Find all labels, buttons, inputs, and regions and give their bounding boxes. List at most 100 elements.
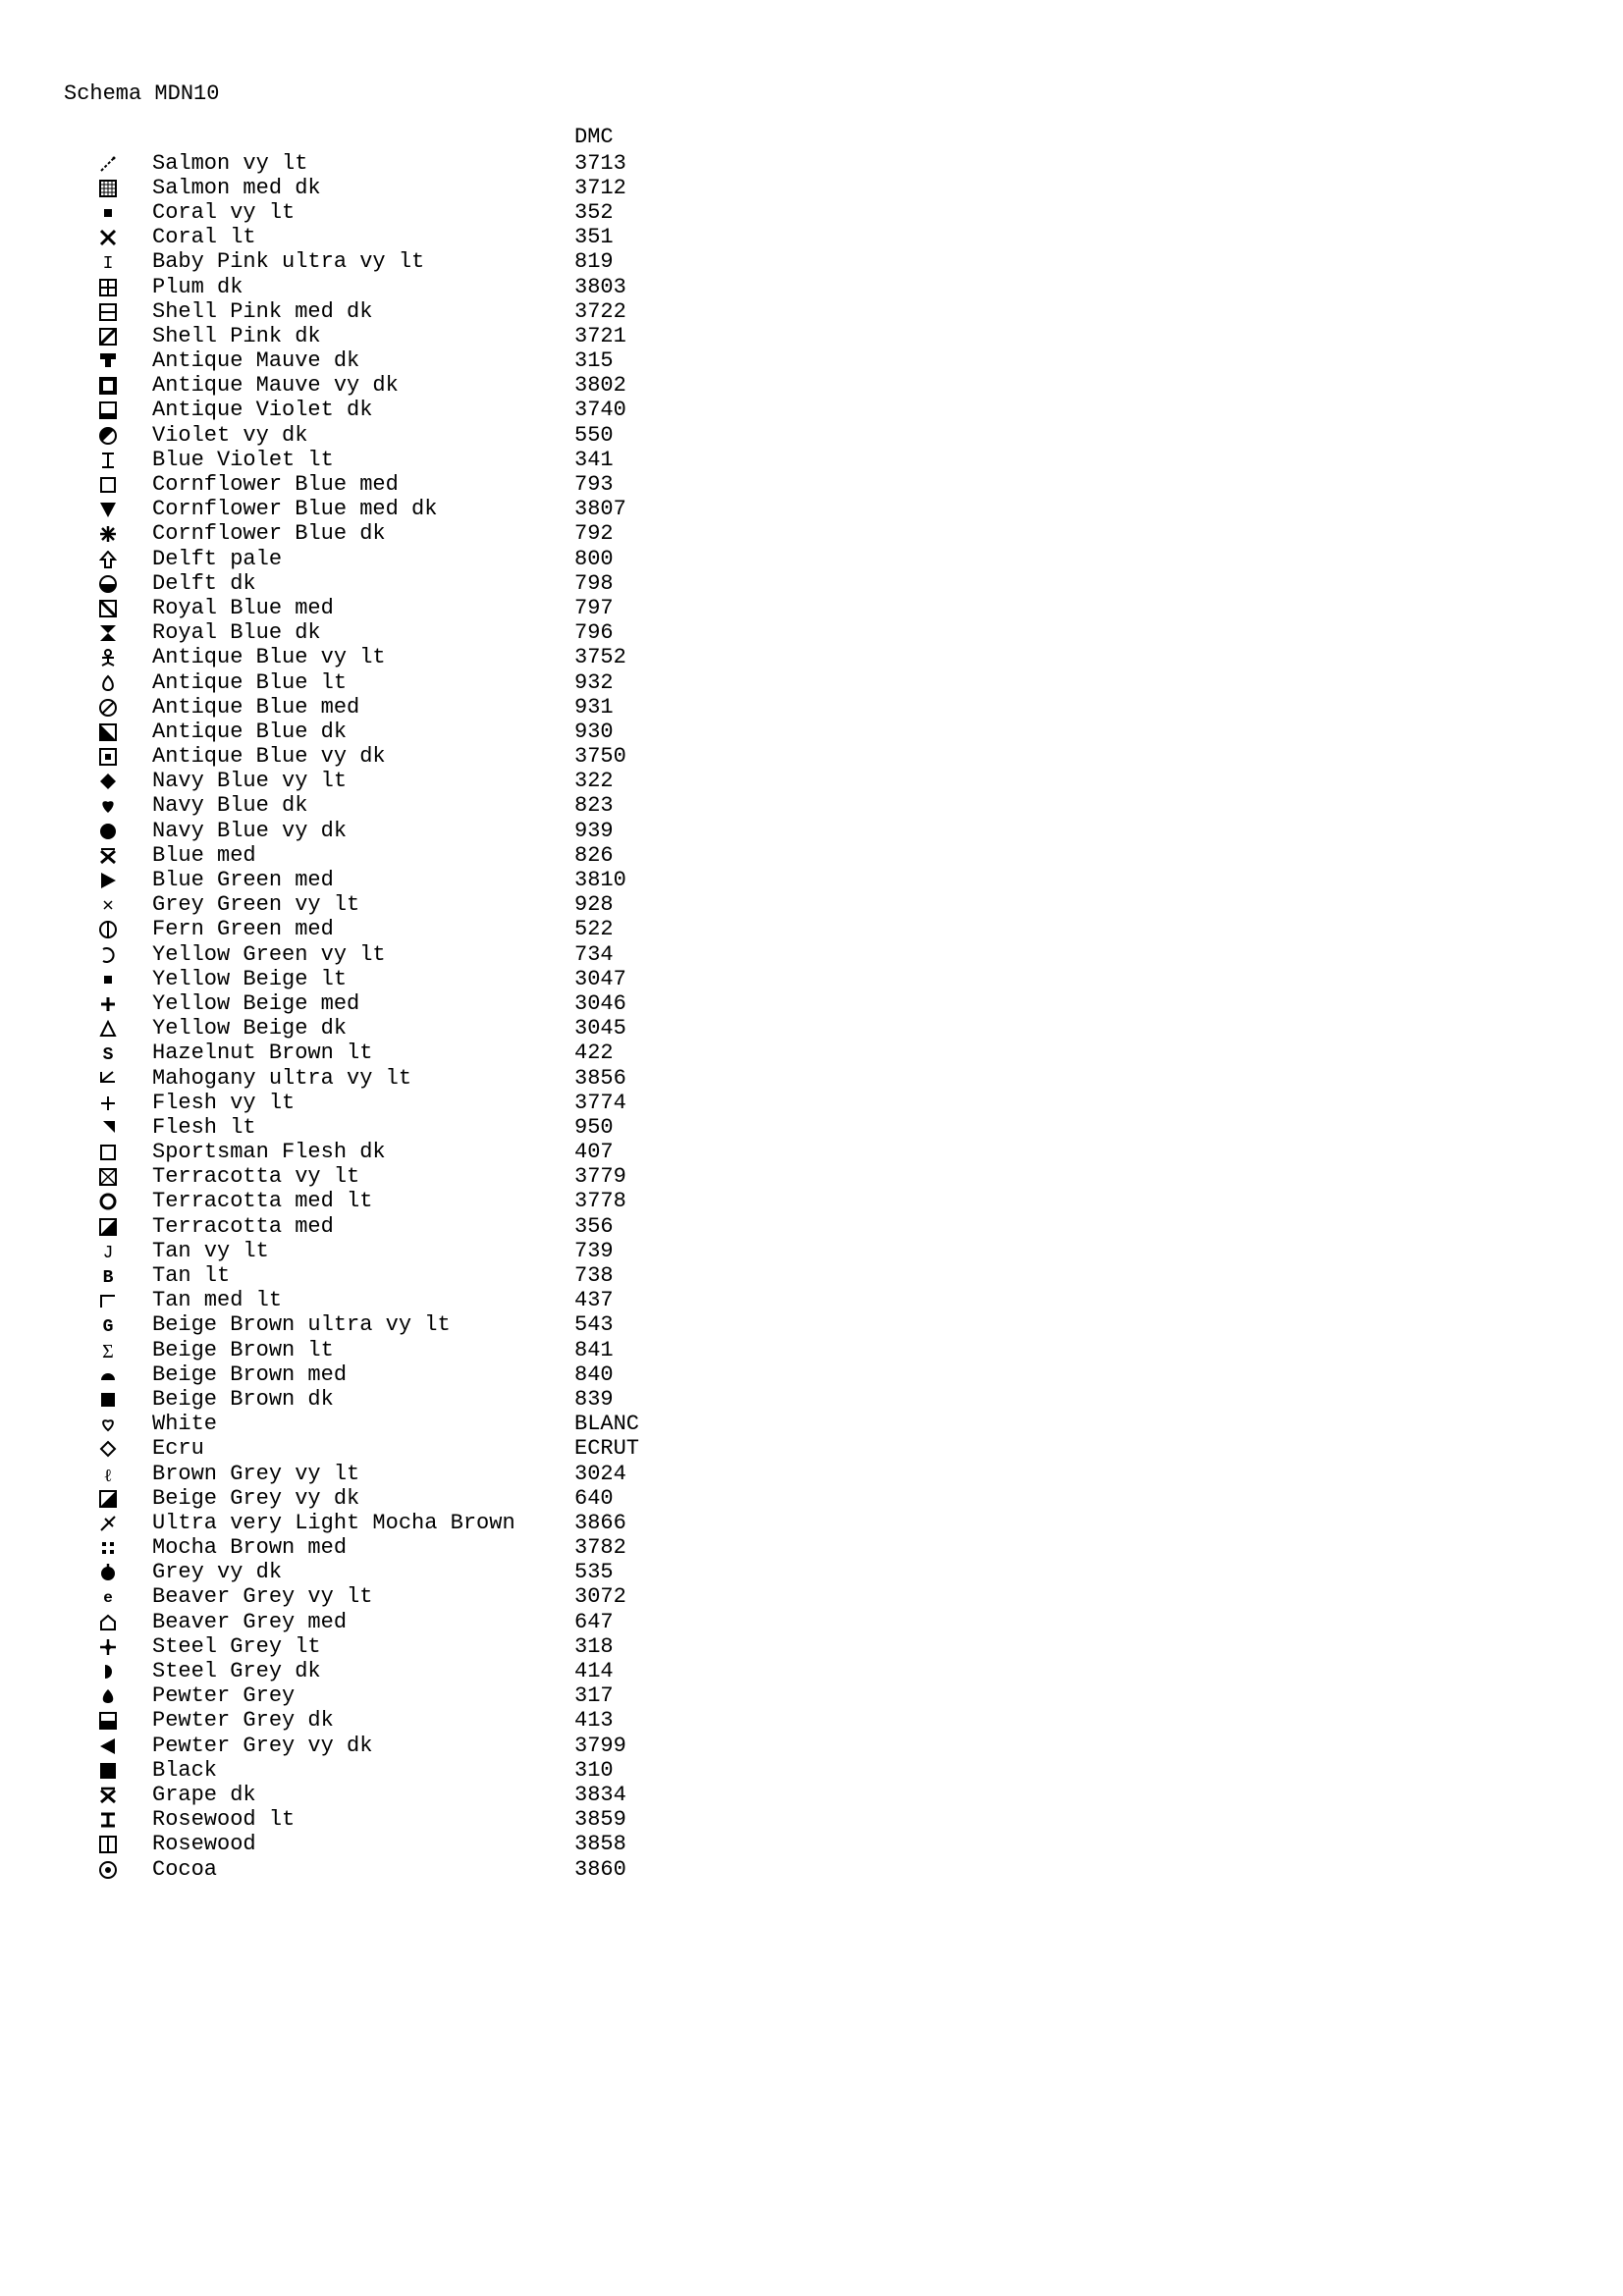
color-name: Antique Blue lt [152, 672, 574, 694]
dmc-code: 535 [574, 1562, 722, 1583]
legend-row: Flesh vy lt 3774 [64, 1091, 1623, 1115]
legend-row: Sportsman Flesh dk 407 [64, 1141, 1623, 1165]
color-name: Antique Blue vy lt [152, 647, 574, 668]
legend-row: Terracotta med lt 3778 [64, 1190, 1623, 1214]
dmc-code: 414 [574, 1661, 722, 1682]
color-name: Beaver Grey med [152, 1612, 574, 1633]
dmc-code: 356 [574, 1216, 722, 1238]
dmc-code: 3778 [574, 1191, 722, 1212]
color-name: Beige Grey vy dk [152, 1488, 574, 1510]
symbol-icon [64, 699, 152, 717]
dmc-code: 792 [574, 523, 722, 545]
dmc-code: 3713 [574, 153, 722, 175]
legend-row: Mahogany ultra vy lt 3856 [64, 1066, 1623, 1091]
color-name: Mahogany ultra vy lt [152, 1068, 574, 1090]
dmc-code: 3858 [574, 1834, 722, 1855]
color-name: Antique Violet dk [152, 400, 574, 421]
dmc-code: 3774 [574, 1093, 722, 1114]
symbol-icon [64, 1292, 152, 1309]
dmc-code: 543 [574, 1314, 722, 1336]
color-name: Violet vy dk [152, 425, 574, 447]
dmc-code: BLANC [574, 1414, 722, 1435]
dmc-code: 351 [574, 227, 722, 248]
symbol-icon [64, 1391, 152, 1409]
dmc-code: 3856 [574, 1068, 722, 1090]
legend-row: Royal Blue dk 796 [64, 621, 1623, 646]
color-name: Tan lt [152, 1265, 574, 1287]
color-name: Yellow Beige dk [152, 1018, 574, 1040]
color-name: Yellow Beige lt [152, 969, 574, 990]
color-name: Sportsman Flesh dk [152, 1142, 574, 1163]
symbol-icon [64, 279, 152, 296]
symbol-icon [64, 921, 152, 938]
dmc-code: 3721 [574, 326, 722, 347]
dmc-code: 950 [574, 1117, 722, 1139]
color-name: Terracotta vy lt [152, 1166, 574, 1188]
symbol-icon [64, 624, 152, 642]
symbol-icon [64, 1787, 152, 1804]
symbol-icon: I [64, 253, 152, 271]
symbol-icon: B [64, 1267, 152, 1285]
color-name: Ultra very Light Mocha Brown [152, 1513, 574, 1534]
symbol-icon [64, 1415, 152, 1433]
legend-row: Terracotta med 356 [64, 1214, 1623, 1239]
symbol-icon [64, 1218, 152, 1236]
legend-row: Black 310 [64, 1758, 1623, 1783]
symbol-icon [64, 229, 152, 246]
color-name: Navy Blue dk [152, 795, 574, 817]
dmc-code: 3799 [574, 1735, 722, 1757]
legend-row: Beige Grey vy dk 640 [64, 1486, 1623, 1511]
symbol-icon: ℓ [64, 1466, 152, 1483]
legend-row: Salmon vy lt 3713 [64, 151, 1623, 176]
dmc-code: 3866 [574, 1513, 722, 1534]
dmc-code: 3740 [574, 400, 722, 421]
color-name: Fern Green med [152, 919, 574, 940]
symbol-icon [64, 1070, 152, 1088]
legend-row: Antique Mauve vy dk 3802 [64, 374, 1623, 399]
legend-row: Blue Violet lt 341 [64, 448, 1623, 472]
dmc-code: 798 [574, 573, 722, 595]
legend-row: Blue Green med 3810 [64, 868, 1623, 892]
legend-row: Yellow Green vy lt 734 [64, 942, 1623, 967]
symbol-icon [64, 427, 152, 445]
symbol-icon [64, 1861, 152, 1879]
legend-row: Plum dk 3803 [64, 275, 1623, 299]
legend-row: Delft dk 798 [64, 571, 1623, 596]
legend-row: Delft pale 800 [64, 547, 1623, 571]
dmc-code: 315 [574, 350, 722, 372]
color-name: Antique Blue med [152, 697, 574, 719]
symbol-icon [64, 1168, 152, 1186]
symbol-icon [64, 303, 152, 321]
legend-row: Cocoa 3860 [64, 1857, 1623, 1882]
legend-row: Grape dk 3834 [64, 1783, 1623, 1807]
color-name: Blue Violet lt [152, 450, 574, 471]
color-name: White [152, 1414, 574, 1435]
symbol-icon [64, 155, 152, 173]
color-name: Yellow Green vy lt [152, 944, 574, 966]
color-name: Salmon med dk [152, 178, 574, 199]
symbol-icon [64, 1144, 152, 1161]
legend-row: Coral lt 351 [64, 226, 1623, 250]
symbol-icon [64, 748, 152, 766]
color-name: Hazelnut Brown lt [152, 1042, 574, 1064]
dmc-code: 437 [574, 1290, 722, 1311]
color-name: Royal Blue dk [152, 622, 574, 644]
legend-row: Σ Beige Brown lt 841 [64, 1338, 1623, 1362]
legend-row: Grey vy dk 535 [64, 1561, 1623, 1585]
color-name: Coral lt [152, 227, 574, 248]
symbol-icon [64, 501, 152, 518]
color-name: Plum dk [152, 277, 574, 298]
legend-row: G Beige Brown ultra vy lt 543 [64, 1313, 1623, 1338]
symbol-icon [64, 1712, 152, 1730]
color-name: Beige Brown med [152, 1364, 574, 1386]
color-name: Coral vy lt [152, 202, 574, 224]
legend-row: Steel Grey dk 414 [64, 1659, 1623, 1683]
symbol-icon [64, 1490, 152, 1508]
svg-text:I: I [103, 254, 114, 271]
dmc-code: 341 [574, 450, 722, 471]
symbol-icon [64, 476, 152, 494]
symbol-icon [64, 452, 152, 469]
legend-row: Antique Blue vy dk 3750 [64, 745, 1623, 770]
symbol-icon [64, 551, 152, 568]
svg-text:S: S [103, 1045, 114, 1062]
